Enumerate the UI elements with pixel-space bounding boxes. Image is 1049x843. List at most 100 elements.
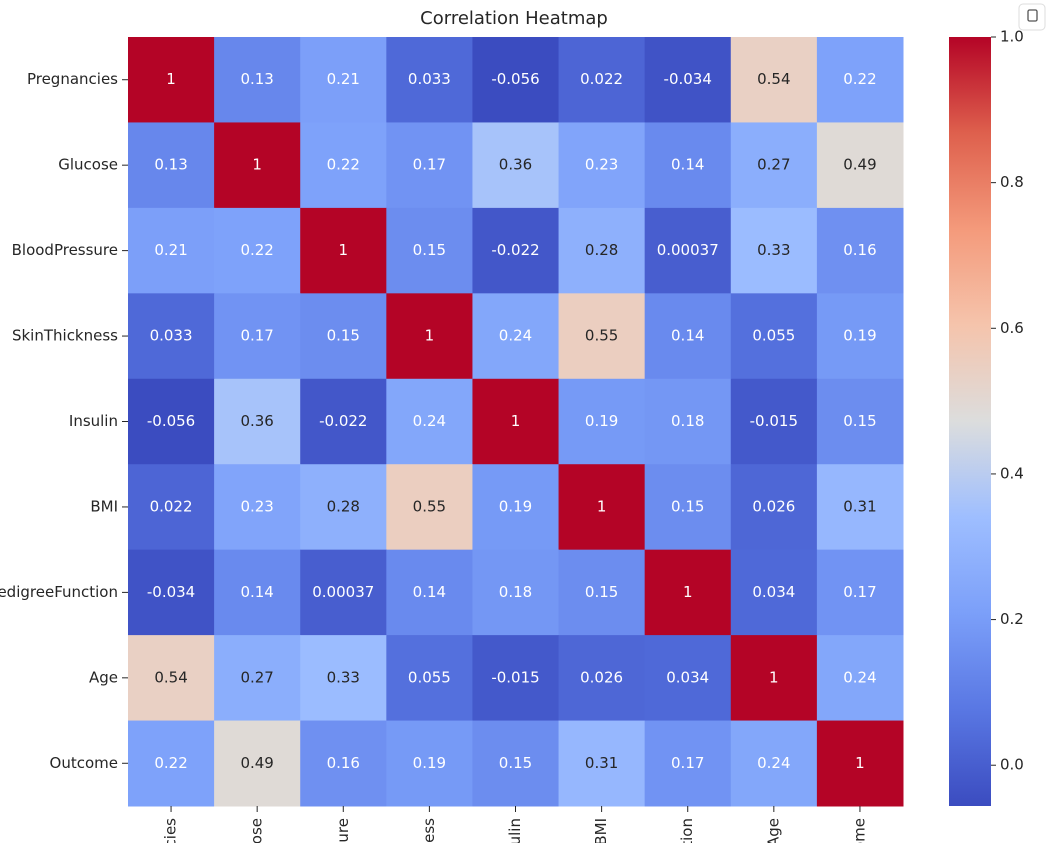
colorbar-tick-label: 0.0	[1000, 756, 1024, 774]
cell-label: 0.24	[843, 668, 876, 686]
x-tick-label: DiabetesPedigreeFunction	[678, 818, 696, 843]
heatmap-cell	[558, 378, 646, 465]
copy-button[interactable]	[1018, 3, 1046, 31]
heatmap-cell	[300, 122, 387, 209]
heatmap-cell	[472, 549, 560, 636]
cell-label: -0.056	[147, 412, 195, 430]
heatmap-cell	[386, 549, 473, 636]
heatmap-cell	[644, 464, 732, 551]
heatmap-cell	[300, 378, 387, 465]
heatmap-cell	[214, 378, 301, 465]
heatmap-cell	[128, 635, 215, 722]
cell-label: -0.022	[319, 412, 367, 430]
cell-label: 0.034	[752, 583, 795, 601]
cell-label: -0.034	[664, 70, 712, 88]
heatmap-cell	[128, 378, 215, 465]
colorbar-tick-label: 0.6	[1000, 319, 1024, 337]
cell-label: 0.033	[150, 327, 193, 345]
cell-label: 0.55	[585, 327, 618, 345]
x-tick-label: Glucose	[248, 818, 266, 843]
heatmap-cell	[128, 464, 215, 551]
heatmap-cell	[472, 635, 560, 722]
cell-label: -0.015	[491, 668, 539, 686]
x-tick-label: Pregnancies	[162, 818, 180, 843]
x-tick-label: Age	[764, 818, 782, 843]
heatmap-cell	[472, 464, 560, 551]
copy-glyph	[1027, 9, 1038, 22]
cell-label: 1	[511, 412, 521, 430]
cell-label: 1	[683, 583, 693, 601]
cell-label: 0.17	[843, 583, 876, 601]
cell-label: 0.17	[671, 754, 704, 772]
cell-label: 0.19	[585, 412, 618, 430]
y-tick-label: DiabetesPedigreeFunction	[0, 583, 118, 601]
heatmap-cell	[558, 293, 646, 380]
cell-label: 0.23	[585, 156, 618, 174]
heatmap-cell	[300, 549, 387, 636]
heatmap-cell	[558, 549, 646, 636]
heatmap-cell	[644, 720, 732, 807]
x-tick-label: Outcome	[850, 818, 868, 843]
cell-label: 0.14	[671, 327, 704, 345]
cell-label: 0.54	[757, 70, 790, 88]
heatmap-cell	[128, 549, 215, 636]
heatmap-cell	[214, 549, 301, 636]
cell-label: 1	[425, 327, 435, 345]
colorbar-tick-label: 1.0	[1000, 28, 1024, 46]
cell-label: 0.14	[413, 583, 446, 601]
heatmap-cell	[214, 464, 301, 551]
cell-label: 0.55	[413, 497, 446, 515]
cell-label: 0.54	[154, 668, 187, 686]
cell-label: 0.13	[240, 70, 273, 88]
heatmap-cell	[644, 635, 732, 722]
cell-label: 0.14	[671, 156, 704, 174]
cell-label: 0.17	[413, 156, 446, 174]
heatmap-cell	[386, 293, 473, 380]
colorbar-tick-label: 0.4	[1000, 464, 1024, 482]
x-tick-label: SkinThickness	[420, 818, 438, 843]
heatmap-cell	[730, 293, 818, 380]
cell-label: 0.18	[671, 412, 704, 430]
cell-label: 0.49	[843, 156, 876, 174]
heatmap-cell	[300, 37, 387, 123]
cell-label: 0.026	[752, 497, 795, 515]
heatmap-cell	[300, 635, 387, 722]
heatmap-cell	[472, 207, 560, 294]
cell-label: 0.27	[240, 668, 273, 686]
heatmap-cell	[730, 720, 818, 807]
heatmap-cell	[128, 207, 215, 294]
heatmap-cell	[214, 293, 301, 380]
heatmap-cell	[386, 635, 473, 722]
cell-label: 1	[769, 668, 779, 686]
copy-icon[interactable]	[1018, 3, 1046, 31]
heatmap-cell	[472, 122, 560, 209]
cell-label: 0.055	[752, 327, 795, 345]
y-tick-label: SkinThickness	[12, 327, 118, 345]
cell-label: 0.28	[327, 497, 360, 515]
heatmap-cell	[300, 293, 387, 380]
heatmap-cell	[558, 37, 646, 123]
cell-label: 0.00037	[312, 583, 374, 601]
heatmap-cell	[128, 720, 215, 807]
heatmap-cell	[386, 720, 473, 807]
heatmap-cell	[816, 122, 904, 209]
cell-label: 1	[252, 156, 262, 174]
heatmap-cell	[214, 122, 301, 209]
cell-label: 0.19	[843, 327, 876, 345]
heatmap-cell	[816, 635, 904, 722]
colorbar	[949, 37, 991, 806]
cell-label: 0.022	[580, 70, 623, 88]
cell-label: 0.14	[240, 583, 273, 601]
heatmap-cell	[472, 378, 560, 465]
cell-label: 0.28	[585, 241, 618, 259]
heatmap-cell	[128, 37, 215, 123]
heatmap-cell	[558, 464, 646, 551]
cell-label: 0.16	[843, 241, 876, 259]
heatmap-cell	[214, 720, 301, 807]
cell-label: 0.026	[580, 668, 623, 686]
heatmap-cell	[730, 635, 818, 722]
cell-label: 1	[166, 70, 176, 88]
heatmap-cell	[730, 378, 818, 465]
x-tick-label: BloodPressure	[334, 818, 352, 843]
cell-label: 0.36	[499, 156, 532, 174]
